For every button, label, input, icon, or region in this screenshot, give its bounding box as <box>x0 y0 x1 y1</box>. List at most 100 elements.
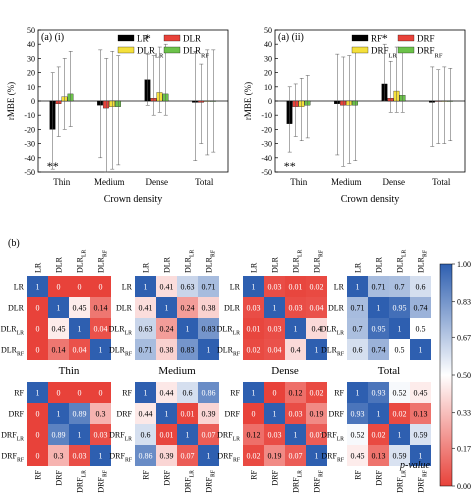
heatmap-cell <box>306 445 327 466</box>
cell-value: 0.7 <box>353 325 363 334</box>
heatmap-cell <box>27 339 48 360</box>
cell-value: 1 <box>419 452 423 461</box>
heatmap-cell <box>347 339 368 360</box>
cell-value: 0.03 <box>268 431 282 440</box>
cell-value: 0.02 <box>310 283 324 292</box>
cell-value: 0 <box>36 346 40 355</box>
cell-value: 0.03 <box>289 304 303 313</box>
legend-swatch <box>397 34 415 42</box>
heatmap-cell <box>177 403 198 424</box>
cell-value: 1 <box>252 283 256 292</box>
legend-label: DLRLR <box>137 46 164 60</box>
column-label: LR <box>142 262 151 273</box>
row-label: DRF <box>328 410 344 419</box>
heatmap-cell <box>264 318 285 339</box>
colorbar-tick-label: 1.00 <box>457 260 471 269</box>
cell-value: 0.3 <box>96 410 106 419</box>
row-label: DLRRF <box>321 346 344 358</box>
cell-value: 0.93 <box>351 410 365 419</box>
cell-value: 0.52 <box>351 431 365 440</box>
cell-value: 0.04 <box>94 325 108 334</box>
row-label: DRFLR <box>1 431 24 443</box>
y-tick-label: 40 <box>27 40 35 49</box>
cell-value: 0.39 <box>160 452 174 461</box>
row-label: LR <box>122 283 133 292</box>
heatmap-cell <box>368 403 389 424</box>
cell-value: 0 <box>36 325 40 334</box>
column-label: RF <box>250 469 259 479</box>
heatmap-cell <box>177 424 198 445</box>
cell-value: 1 <box>294 431 298 440</box>
cell-value: 0 <box>36 431 40 440</box>
heatmap-cell <box>48 318 69 339</box>
heatmap-cell <box>48 276 69 297</box>
cell-value: 0.41 <box>160 283 174 292</box>
heatmap-cell <box>410 339 431 360</box>
significance-marker: ** <box>47 159 59 173</box>
heatmap-cell <box>198 445 219 466</box>
y-tick-label: 10 <box>264 83 272 92</box>
cell-value: 0.44 <box>160 389 174 398</box>
heatmap-cell <box>243 276 264 297</box>
cell-value: 1 <box>398 325 402 334</box>
heatmap-cell <box>347 297 368 318</box>
legend-swatch <box>397 46 415 54</box>
x-tick-label: Dense <box>146 177 169 187</box>
heatmap-cell <box>306 382 327 403</box>
heatmap-cell <box>389 403 410 424</box>
cell-value: 0.13 <box>414 410 428 419</box>
column-label: DRF <box>375 469 384 485</box>
heatmap-cell <box>264 382 285 403</box>
heatmap-cell <box>389 382 410 403</box>
heatmap-cell <box>389 424 410 445</box>
heatmap-cell <box>135 318 156 339</box>
y-tick-label: -50 <box>24 168 35 177</box>
heatmap-cell <box>135 339 156 360</box>
cell-value: 0.63 <box>139 325 153 334</box>
cell-value: 0.03 <box>247 304 261 313</box>
cell-value: 1 <box>165 410 169 419</box>
heatmap-cell <box>368 276 389 297</box>
heatmap-cell <box>27 297 48 318</box>
cell-value: 0.86 <box>139 452 153 461</box>
heatmap-cell <box>410 445 431 466</box>
column-label: DRFLR <box>184 470 196 493</box>
cell-value: 0.6 <box>353 346 363 355</box>
cell-value: 0.03 <box>73 452 87 461</box>
row-label: DRF <box>116 410 132 419</box>
x-axis-label: Crown density <box>104 194 163 205</box>
legend-label: RF <box>371 34 382 44</box>
heatmap-cell <box>264 339 285 360</box>
cell-value: 0.45 <box>414 389 428 398</box>
heatmap-cell <box>177 297 198 318</box>
heatmap-cell <box>27 445 48 466</box>
heatmap-cell <box>198 318 219 339</box>
cell-value: 1 <box>99 452 103 461</box>
heatmap-cell <box>285 445 306 466</box>
heatmap-cell <box>135 297 156 318</box>
heatmap-cell <box>198 276 219 297</box>
heatmap-cell <box>347 445 368 466</box>
cell-value: 0.45 <box>351 452 365 461</box>
heatmap-cell <box>285 424 306 445</box>
row-label: DRFRF <box>217 452 240 464</box>
cell-value: 0.07 <box>202 431 216 440</box>
cell-value: 1 <box>78 431 82 440</box>
cell-value: 1 <box>36 389 40 398</box>
cell-value: 0.03 <box>268 283 282 292</box>
column-label: DRFRF <box>205 470 217 493</box>
group-title: Total <box>378 365 400 377</box>
cell-value: 0.74 <box>414 304 428 313</box>
heatmap-cell <box>69 382 90 403</box>
colorbar-tick-label: 0.00 <box>457 482 471 491</box>
cell-value: 1 <box>315 346 319 355</box>
column-label: DLR <box>55 256 64 273</box>
cell-value: 0.93 <box>372 389 386 398</box>
heatmap-cell <box>368 382 389 403</box>
cell-value: 0.71 <box>372 283 386 292</box>
column-label: DLRLR <box>292 249 304 273</box>
cell-value: 0.95 <box>372 325 386 334</box>
heatmap-matrix: 1 0 0 0 0 1 0.89 0.3 0 0.89 1 0.03 0 0.3 0.03 1 RF DRF DRF… <box>1 382 111 493</box>
cell-value: 0.24 <box>181 304 195 313</box>
